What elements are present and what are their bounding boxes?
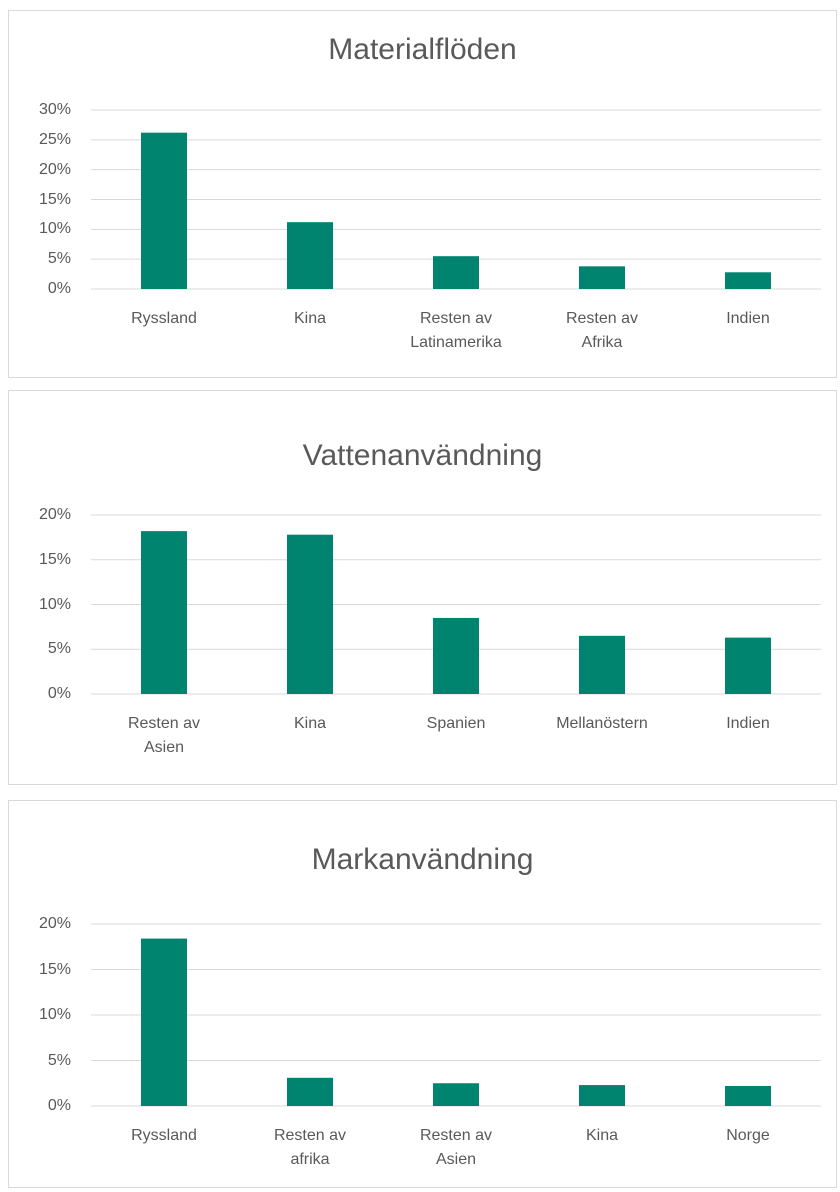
y-tick-label: 15% (38, 960, 71, 978)
bar (725, 1085, 771, 1106)
chart: Vattenanvändning 0% 5% 10% 15% 20% Resten av A… (8, 390, 837, 785)
bar (141, 132, 187, 289)
x-tick-label: Kina (293, 310, 327, 327)
bar (433, 617, 479, 694)
bar (287, 1077, 333, 1106)
chart: Markanvändning 0% 5% 10% 15% 20% Ryssland Reste… (8, 800, 837, 1188)
y-tick-label: 0% (47, 1097, 71, 1114)
x-tick-label: Indien (726, 310, 770, 327)
x-tick-label: Kina (293, 715, 327, 732)
bar (141, 531, 187, 694)
x-tick-label: Resten av Afrika (565, 310, 639, 351)
bar (141, 938, 187, 1106)
bar (433, 256, 479, 289)
y-tick-label: 20% (38, 506, 71, 523)
y-tick-label: 0% (47, 685, 71, 702)
plot (91, 923, 821, 1107)
y-tick-label: 5% (47, 1051, 71, 1069)
bar (725, 272, 771, 289)
bar (287, 222, 333, 289)
x-tick-label: Kina (585, 1127, 619, 1144)
y-tick-label: 20% (38, 160, 71, 178)
plot (91, 514, 821, 695)
y-tick-label: 15% (38, 550, 71, 568)
x-tick-label: Indien (726, 715, 770, 732)
chart-title: Vattenanvändning (302, 439, 543, 472)
y-tick-label: 20% (38, 915, 71, 932)
bar (287, 534, 333, 694)
x-tick-label: Resten av Asien (127, 715, 201, 756)
x-tick-label: Resten av Asien (419, 1127, 493, 1168)
y-tick-label: 10% (38, 1006, 71, 1023)
chart-title: Markanvändning (311, 843, 534, 876)
plot (91, 109, 821, 290)
bar (433, 1083, 479, 1106)
y-tick-label: 10% (38, 595, 71, 613)
x-tick-label: Resten av afrika (273, 1127, 347, 1168)
y-tick-label: 25% (38, 130, 71, 148)
bar (579, 1085, 625, 1106)
y-tick-label: 5% (47, 250, 71, 268)
chart: Materialflöden 0% 5% 10% 15% 20% 25% 30% Rysslan… (8, 10, 837, 378)
y-tick-label: 0% (47, 280, 71, 297)
x-tick-label: Mellanöstern (556, 715, 648, 732)
y-tick-label: 15% (38, 190, 71, 208)
y-tick-label: 5% (47, 640, 71, 658)
y-tick-label: 30% (38, 101, 71, 118)
x-tick-label: Resten av Latinamerika (410, 310, 502, 351)
chart-title: Materialflöden (328, 33, 517, 66)
bar (579, 635, 625, 694)
x-tick-label: Norge (726, 1127, 770, 1144)
x-tick-label: Spanien (426, 715, 486, 732)
x-tick-label: Ryssland (131, 1127, 197, 1144)
x-tick-label: Ryssland (131, 310, 197, 327)
bar (725, 637, 771, 694)
bar (579, 266, 625, 289)
y-tick-label: 10% (38, 220, 71, 238)
